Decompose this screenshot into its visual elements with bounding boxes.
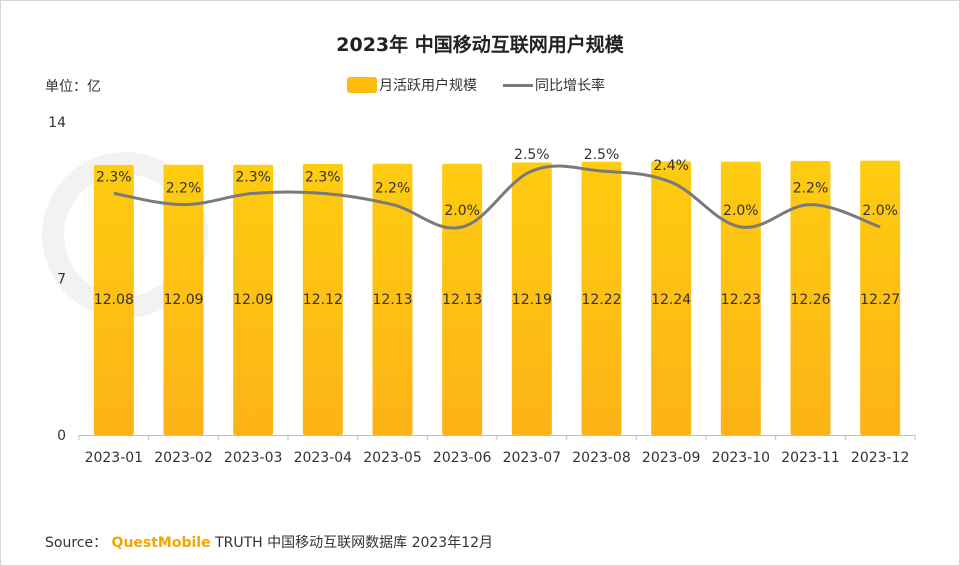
legend-bar-swatch	[347, 77, 377, 93]
x-tick-label: 2023-03	[224, 450, 283, 466]
bar-value-label: 12.13	[372, 292, 412, 308]
x-tick-label: 2023-08	[572, 450, 631, 466]
bar	[720, 161, 761, 435]
x-tick-label: 2023-06	[433, 450, 492, 466]
bar-value-label: 12.08	[94, 292, 134, 308]
x-tick-label: 2023-05	[363, 450, 422, 466]
bar-value-label: 12.09	[233, 292, 273, 308]
x-tick-label: 2023-07	[503, 450, 562, 466]
growth-value-label: 2.3%	[235, 169, 271, 185]
bar	[581, 161, 622, 435]
growth-value-label: 2.3%	[96, 169, 132, 185]
source-prefix: Source：	[45, 535, 108, 551]
bar	[233, 164, 274, 435]
source-note: Source： QuestMobile TRUTH 中国移动互联网数据库 202…	[45, 532, 493, 552]
source-brand: QuestMobile	[111, 535, 211, 551]
bar	[93, 164, 134, 435]
x-tick-label: 2023-01	[85, 450, 144, 466]
bar-value-label: 12.26	[790, 292, 830, 308]
bar	[372, 163, 413, 435]
bar	[442, 163, 483, 435]
bar-value-label: 12.23	[721, 292, 761, 308]
x-tick-label: 2023-12	[851, 450, 910, 466]
bar-value-label: 12.19	[512, 292, 552, 308]
source-suffix: TRUTH 中国移动互联网数据库 2023年12月	[215, 535, 494, 551]
growth-line	[113, 164, 881, 230]
legend-bar-label: 月活跃用户规模	[379, 78, 477, 94]
legend-line-swatch	[503, 83, 533, 87]
growth-value-label: 2.5%	[514, 147, 550, 163]
growth-value-label: 2.2%	[793, 181, 829, 197]
bar	[163, 164, 204, 435]
bar	[860, 160, 901, 435]
y-tick-label: 0	[57, 428, 66, 444]
legend: 月活跃用户规模 同比增长率	[347, 75, 605, 95]
bar-value-label: 12.27	[860, 292, 900, 308]
growth-value-label: 2.5%	[584, 147, 620, 163]
bar-value-label: 12.09	[163, 292, 203, 308]
x-tick-label: 2023-09	[642, 450, 701, 466]
growth-value-label: 2.4%	[653, 158, 689, 174]
bar	[651, 161, 692, 435]
chart-title: 2023年 中国移动互联网用户规模	[336, 34, 624, 56]
unit-label: 单位：亿	[45, 79, 101, 95]
y-tick-label: 14	[48, 115, 66, 131]
growth-value-label: 2.0%	[444, 203, 480, 219]
bar-value-label: 12.24	[651, 292, 691, 308]
bar-value-label: 12.22	[581, 292, 621, 308]
bar	[302, 164, 343, 435]
growth-value-label: 2.2%	[375, 181, 411, 197]
x-tick-label: 2023-04	[294, 450, 353, 466]
x-tick-label: 2023-10	[712, 450, 771, 466]
x-tick-label: 2023-11	[781, 450, 840, 466]
growth-value-label: 2.0%	[862, 203, 898, 219]
growth-value-label: 2.2%	[166, 181, 202, 197]
growth-value-label: 2.3%	[305, 169, 341, 185]
growth-value-label: 2.0%	[723, 203, 759, 219]
y-tick-label: 7	[57, 272, 66, 288]
bar-value-label: 12.13	[442, 292, 482, 308]
legend-line-label: 同比增长率	[535, 78, 605, 94]
bar	[511, 162, 552, 435]
bar	[790, 160, 831, 435]
bar-value-label: 12.12	[303, 292, 343, 308]
x-tick-label: 2023-02	[154, 450, 213, 466]
